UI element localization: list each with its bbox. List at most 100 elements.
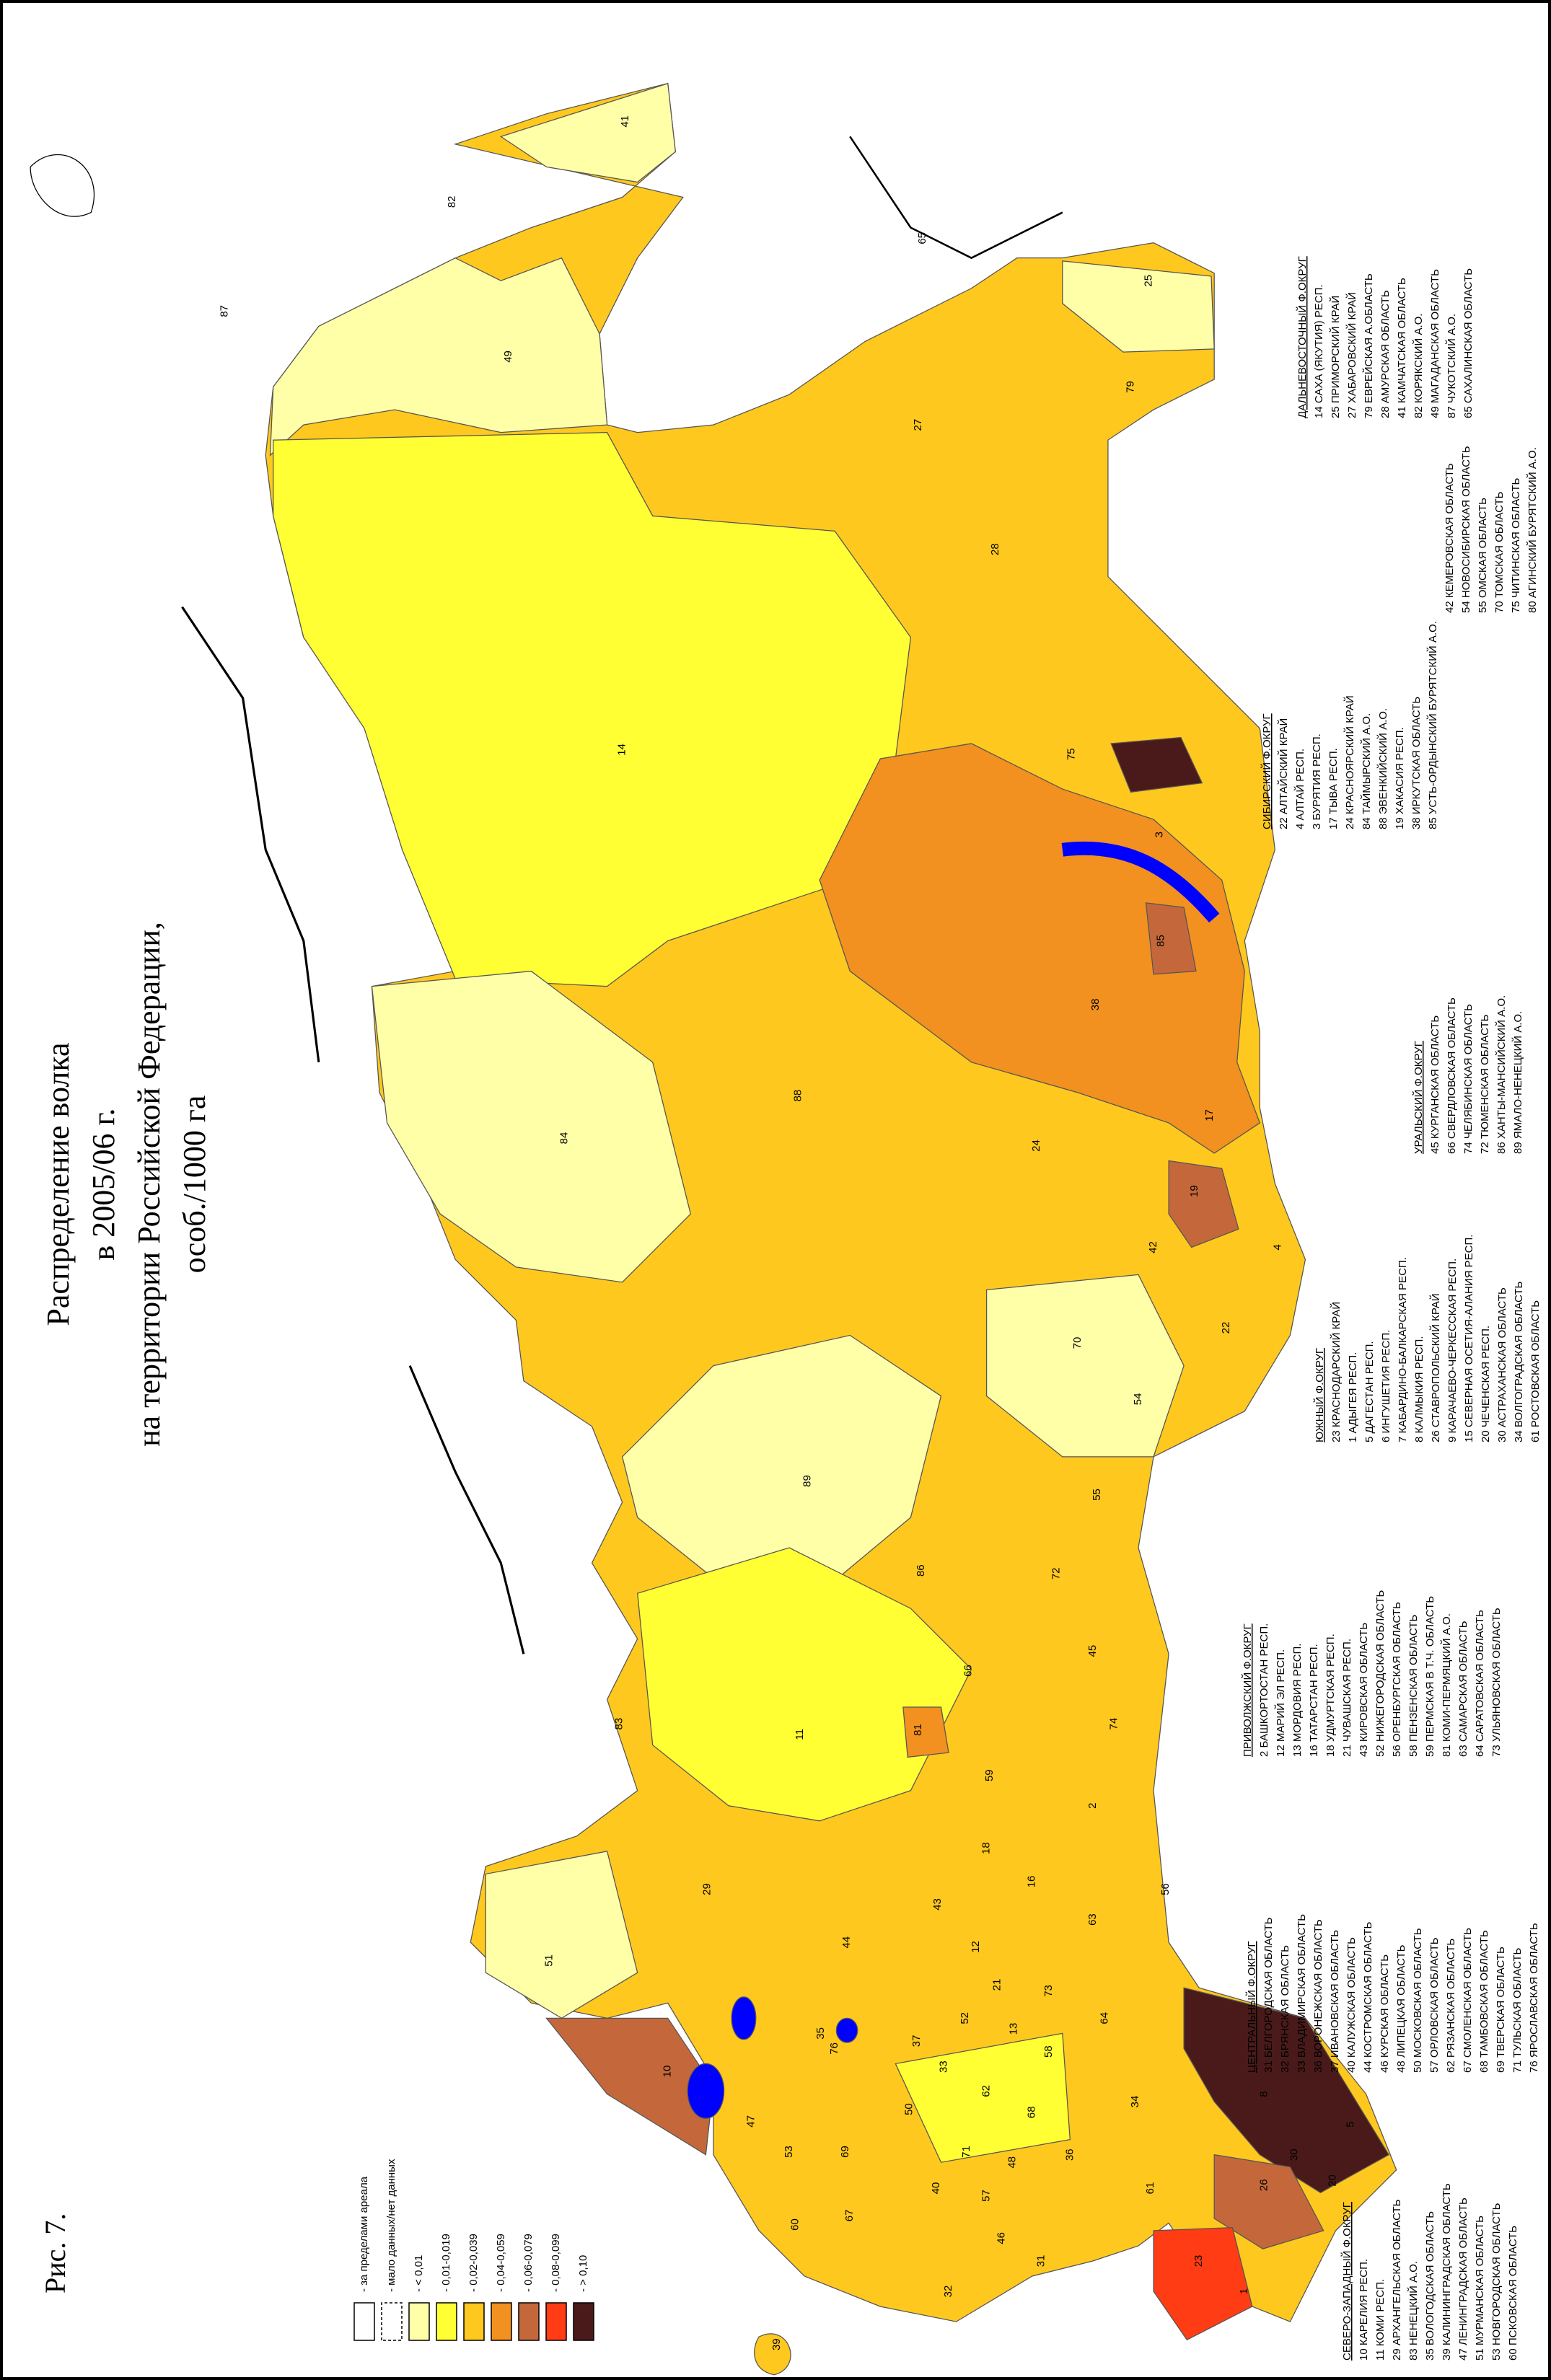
district-region: 79 ЕВРЕЙСКАЯ А.ОБЛАСТЬ bbox=[1362, 273, 1375, 418]
region-label: 5 bbox=[1345, 2121, 1357, 2127]
region-label: 50 bbox=[902, 2103, 915, 2115]
region-label: 22 bbox=[1220, 1322, 1232, 1334]
district-region: 69 ТВЕРСКАЯ ОБЛАСТЬ bbox=[1495, 1947, 1507, 2073]
region-label: 40 bbox=[930, 2182, 942, 2195]
region-label: 2 bbox=[1086, 1803, 1099, 1809]
region-label: 69 bbox=[839, 2146, 851, 2158]
region-label: 42 bbox=[1147, 1241, 1159, 1253]
region-label: 21 bbox=[990, 1979, 1003, 1991]
region-label: 73 bbox=[1042, 1985, 1055, 1997]
region-label: 17 bbox=[1203, 1109, 1216, 1121]
district-region: 85 УСТЬ-ОРДЫНСКИЙ БУРЯТСКИЙ А.О. bbox=[1426, 621, 1439, 829]
legend-label: - > 0,10 bbox=[577, 2255, 589, 2292]
region-label: 35 bbox=[814, 2027, 827, 2040]
legend-label: - 0,02-0,039 bbox=[467, 2234, 480, 2292]
district-region: 48 ЛИПЕЦКАЯ ОБЛАСТЬ bbox=[1395, 1944, 1407, 2073]
region-label: 13 bbox=[1007, 2023, 1019, 2035]
legend-swatch bbox=[463, 2302, 485, 2341]
region-label: 85 bbox=[1155, 935, 1167, 947]
region-label: 67 bbox=[843, 2209, 856, 2221]
district-region: 34 ВОЛГОГРАДСКАЯ ОБЛАСТЬ bbox=[1513, 1281, 1525, 1442]
map bbox=[30, 82, 1397, 2376]
title-line: особ./1000 га bbox=[177, 1096, 212, 1274]
region-label: 64 bbox=[1099, 2012, 1111, 2024]
district-region: 58 ПЕНЗЕНСКАЯ ОБЛАСТЬ bbox=[1407, 1615, 1420, 1757]
region-label: 28 bbox=[989, 543, 1001, 555]
district-region: 36 ВОРОНЕЖСКАЯ ОБЛАСТЬ bbox=[1312, 1919, 1324, 2073]
district-region: 28 АМУРСКАЯ ОБЛАСТЬ bbox=[1379, 290, 1392, 418]
region-label: 56 bbox=[1159, 1883, 1172, 1895]
region-zone bbox=[1110, 736, 1203, 793]
district-region: 40 КАЛУЖСКАЯ ОБЛАСТЬ bbox=[1345, 1937, 1358, 2073]
district-region: 26 СТАВРОПОЛЬСКИЙ КРАЙ bbox=[1429, 1293, 1442, 1442]
region-label: 38 bbox=[1089, 999, 1102, 1011]
legend-swatch bbox=[491, 2302, 512, 2341]
region-label: 66 bbox=[962, 1665, 974, 1677]
region-label: 58 bbox=[1042, 2045, 1055, 2058]
lake bbox=[1061, 841, 1220, 923]
region-zone bbox=[1168, 1160, 1239, 1248]
legend-label: - 0,06-0,079 bbox=[522, 2234, 535, 2292]
lake bbox=[835, 2017, 858, 2043]
district-region: 12 МАРИЙ ЭЛ РЕСП. bbox=[1274, 1649, 1287, 1757]
region-label: 48 bbox=[1006, 2156, 1018, 2169]
region-label: 87 bbox=[218, 305, 230, 317]
legend-label: - < 0,01 bbox=[413, 2255, 425, 2292]
district-title: ПРИВОЛЖСКИЙ Ф.ОКРУГ bbox=[1241, 1623, 1254, 1757]
region-label: 59 bbox=[983, 1769, 996, 1781]
region-zone bbox=[269, 257, 608, 457]
legend-swatch bbox=[381, 2302, 403, 2341]
region-label: 79 bbox=[1124, 381, 1136, 393]
region-label: 65 bbox=[916, 232, 928, 244]
district-region: 45 КУРГАНСКАЯ ОБЛАСТЬ bbox=[1429, 1015, 1441, 1154]
lake bbox=[731, 1996, 757, 2040]
district-region: 64 САРАТОВСКАЯ ОБЛАСТЬ bbox=[1474, 1610, 1486, 1757]
district-region: 68 ТАМБОВСКАЯ ОБЛАСТЬ bbox=[1478, 1930, 1490, 2073]
district-region: 56 ОРЕНБУРГСКАЯ ОБЛАСТЬ bbox=[1391, 1602, 1403, 1757]
legend-label: - мало данных/нет данных bbox=[385, 2159, 397, 2292]
region-label: 14 bbox=[616, 744, 628, 756]
region-label: 57 bbox=[980, 2190, 993, 2202]
exclave bbox=[754, 2333, 791, 2376]
district-region: 73 УЛЬЯНОВСКАЯ ОБЛАСТЬ bbox=[1490, 1608, 1503, 1757]
region-label: 3 bbox=[1153, 832, 1165, 837]
district-region: 29 АРХАНГЕЛЬСКАЯ ОБЛАСТЬ bbox=[1391, 2199, 1403, 2361]
district-region: 47 ЛЕНИНГРАДСКАЯ ОБЛАСТЬ bbox=[1457, 2198, 1469, 2361]
district-region: 35 ВОЛОГОДСКАЯ ОБЛАСТЬ bbox=[1424, 2211, 1436, 2361]
region-zone bbox=[371, 970, 692, 1283]
region-label: 68 bbox=[1026, 2106, 1038, 2118]
district-region: 72 ТЮМЕНСКАЯ ОБЛАСТЬ bbox=[1479, 1014, 1491, 1154]
district-region: 44 КОСТРОМСКАЯ ОБЛАСТЬ bbox=[1362, 1921, 1374, 2073]
region-label: 36 bbox=[1063, 2148, 1076, 2161]
region-label: 70 bbox=[1071, 1337, 1084, 1349]
district-region: 61 РОСТОВСКАЯ ОБЛАСТЬ bbox=[1529, 1300, 1542, 1442]
region-zone bbox=[637, 1547, 972, 1822]
legend-label: - 0,08-0,099 bbox=[550, 2234, 562, 2292]
region-zone bbox=[485, 1851, 638, 2019]
district-region: 22 АЛТАЙСКИЙ КРАЙ bbox=[1277, 718, 1290, 829]
district-region: 11 КОМИ РЕСП. bbox=[1374, 2279, 1387, 2361]
region-label: 82 bbox=[446, 195, 458, 208]
island bbox=[181, 606, 320, 1062]
district-title: СИБИРСКИЙ Ф.ОКРУГ bbox=[1260, 713, 1273, 829]
district-region: 82 КОРЯКСКИЙ А.О. bbox=[1412, 314, 1425, 418]
title-line: в 2005/06 г. bbox=[86, 1108, 121, 1260]
region-label: 20 bbox=[1326, 2174, 1338, 2187]
district-region: 76 ЯРОСЛАВСКАЯ ОБЛАСТЬ bbox=[1528, 1923, 1540, 2073]
region-label: 19 bbox=[1188, 1185, 1200, 1197]
region-label: 61 bbox=[1144, 2182, 1156, 2195]
region-label: 33 bbox=[938, 2061, 950, 2073]
district-region: 8 КАЛМЫКИЯ РЕСП. bbox=[1413, 1336, 1425, 1442]
district-region: 3 БУРЯТИЯ РЕСП. bbox=[1311, 733, 1323, 829]
district-region: 51 МУРМАНСКАЯ ОБЛАСТЬ bbox=[1474, 2216, 1486, 2361]
district-region: 70 ТОМСКАЯ ОБЛАСТЬ bbox=[1493, 491, 1506, 613]
region-label: 26 bbox=[1258, 2179, 1270, 2191]
region-label: 51 bbox=[543, 1954, 555, 1967]
island bbox=[408, 1365, 525, 1654]
district-region: 10 КАРЕЛИЯ РЕСП. bbox=[1358, 2259, 1370, 2361]
legend-swatch bbox=[408, 2302, 430, 2341]
title-line: Распределение волка bbox=[40, 1042, 76, 1326]
region-label: 84 bbox=[558, 1132, 571, 1145]
region-label: 27 bbox=[912, 419, 924, 431]
